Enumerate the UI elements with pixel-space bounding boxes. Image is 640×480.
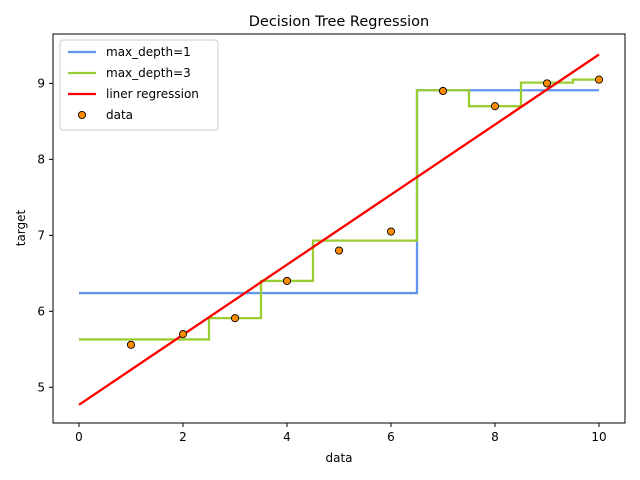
legend-label: data [106, 108, 133, 122]
legend-box [59, 39, 219, 131]
data-point [126, 340, 136, 349]
y-tick-label: 8 [37, 152, 45, 166]
data-point [594, 75, 604, 84]
y-tick-label: 5 [37, 380, 45, 394]
x-tick-label: 0 [75, 430, 83, 444]
legend-label: max_depth=3 [106, 66, 191, 80]
x-tick-label: 10 [591, 430, 606, 444]
chart-title: Decision Tree Regression [249, 14, 429, 30]
data-point [386, 227, 396, 236]
legend-label: max_depth=1 [106, 45, 191, 59]
y-tick-label: 6 [37, 304, 45, 318]
y-tick-label: 9 [37, 76, 45, 90]
y-axis-label: target [14, 209, 28, 246]
legend-swatch [77, 110, 87, 120]
x-tick-label: 4 [283, 430, 291, 444]
data-point [178, 330, 188, 339]
x-tick-label: 6 [387, 430, 395, 444]
data-point [490, 102, 500, 111]
y-tick-label: 7 [37, 228, 45, 242]
data-point [438, 86, 448, 96]
series-line-liner-regression [78, 53, 600, 406]
data-point [230, 314, 240, 323]
data-points-layer [126, 75, 604, 349]
data-point [282, 276, 292, 285]
x-axis-label: data [325, 451, 352, 465]
x-tick-label: 2 [179, 430, 187, 444]
x-tick-label: 8 [491, 430, 499, 444]
legend-label: liner regression [106, 87, 199, 101]
plot-frame [52, 33, 626, 424]
data-point [334, 246, 344, 255]
data-point [542, 79, 552, 88]
x-axis-ticks: 0 2 4 6 8 10 [75, 423, 607, 444]
y-axis-ticks: 5 6 7 8 9 [37, 76, 53, 394]
